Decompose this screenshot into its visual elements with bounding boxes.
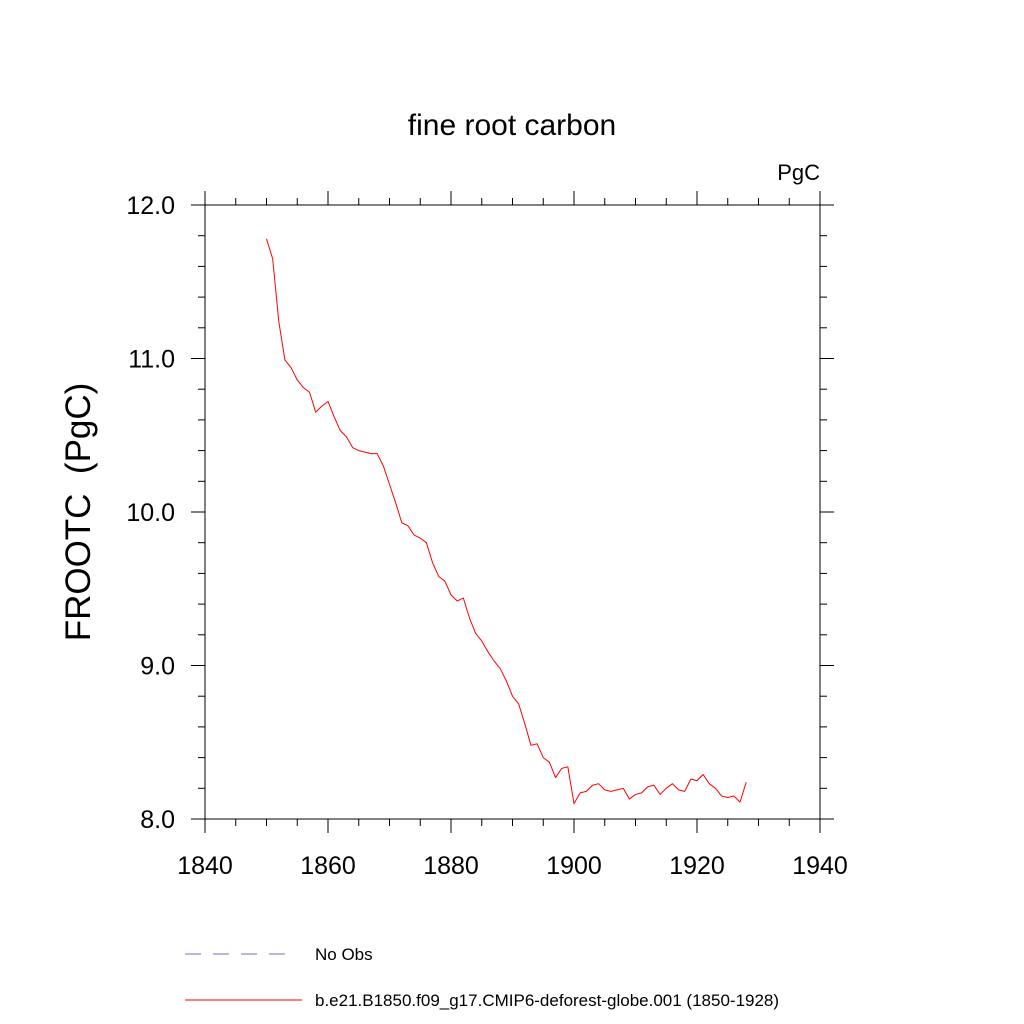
x-tick-label: 1920 (669, 852, 725, 880)
chart-title: fine root carbon (408, 109, 616, 142)
y-tick-label: 9.0 (140, 653, 175, 681)
plot-frame (204, 204, 821, 820)
series-line-0 (266, 238, 747, 805)
series-group (266, 238, 747, 805)
y-tick-label: 8.0 (140, 806, 175, 834)
x-tick-label: 1840 (177, 852, 233, 880)
x-tick-label: 1880 (423, 852, 479, 880)
x-axis-ticks: 1840 1860 1880 1900 1920 1940 (177, 191, 848, 880)
y-axis-label: FROOTC (PgC) (59, 383, 98, 642)
legend-label-no-obs: No Obs (315, 945, 373, 964)
x-tick-label: 1900 (546, 852, 602, 880)
y-tick-label: 11.0 (128, 346, 175, 374)
legend: No Obs b.e21.B1850.f09_g17.CMIP6-defores… (185, 945, 779, 1010)
x-tick-label: 1940 (792, 852, 848, 880)
y-tick-label: 10.0 (126, 499, 175, 527)
y-axis-ticks: 8.0 9.0 10.0 11.0 12.0 (126, 192, 834, 834)
units-label: PgC (777, 160, 820, 185)
legend-label-model-run: b.e21.B1850.f09_g17.CMIP6-deforest-globe… (315, 991, 779, 1010)
y-tick-label: 12.0 (126, 192, 175, 220)
x-tick-label: 1860 (300, 852, 356, 880)
